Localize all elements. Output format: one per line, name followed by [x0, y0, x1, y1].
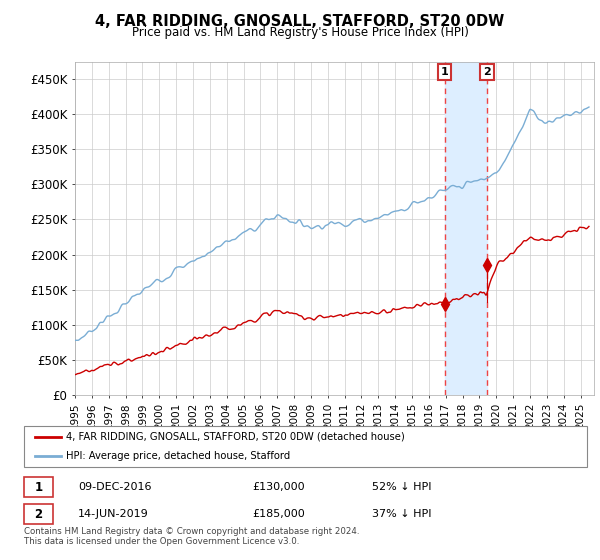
Text: 37% ↓ HPI: 37% ↓ HPI: [372, 509, 431, 519]
Text: HPI: Average price, detached house, Stafford: HPI: Average price, detached house, Staf…: [66, 451, 290, 461]
Bar: [445, 62, 487, 395]
Text: £185,000: £185,000: [252, 509, 305, 519]
Text: 09-DEC-2016: 09-DEC-2016: [78, 482, 151, 492]
Text: Contains HM Land Registry data © Crown copyright and database right 2024.
This d: Contains HM Land Registry data © Crown c…: [24, 526, 359, 546]
Text: 2: 2: [483, 67, 491, 77]
FancyBboxPatch shape: [24, 427, 587, 467]
Text: Price paid vs. HM Land Registry's House Price Index (HPI): Price paid vs. HM Land Registry's House …: [131, 26, 469, 39]
Text: 1: 1: [34, 480, 43, 494]
Text: 14-JUN-2019: 14-JUN-2019: [78, 509, 149, 519]
Text: 4, FAR RIDDING, GNOSALL, STAFFORD, ST20 0DW (detached house): 4, FAR RIDDING, GNOSALL, STAFFORD, ST20 …: [66, 432, 405, 442]
Text: £130,000: £130,000: [252, 482, 305, 492]
Text: 2: 2: [34, 507, 43, 521]
Text: 4, FAR RIDDING, GNOSALL, STAFFORD, ST20 0DW: 4, FAR RIDDING, GNOSALL, STAFFORD, ST20 …: [95, 14, 505, 29]
Text: 52% ↓ HPI: 52% ↓ HPI: [372, 482, 431, 492]
Text: 1: 1: [441, 67, 449, 77]
